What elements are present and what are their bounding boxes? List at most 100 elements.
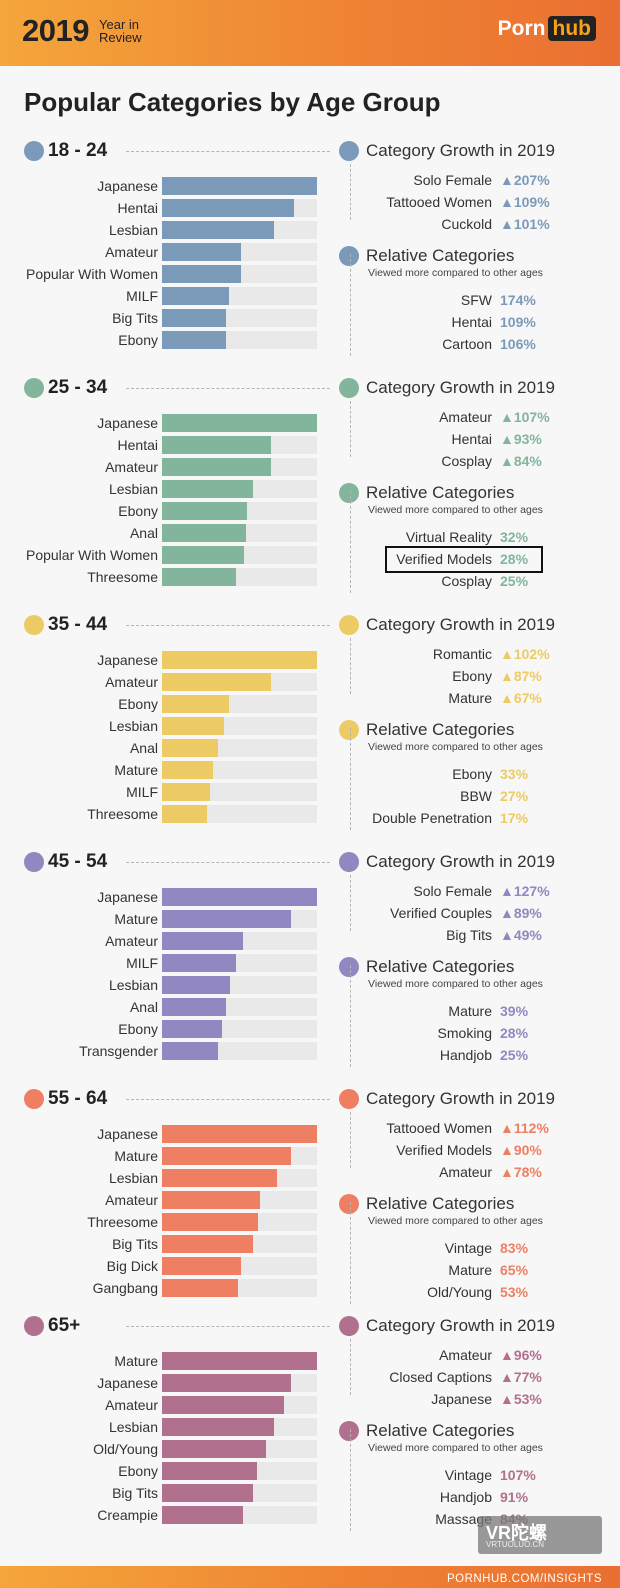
watermark-url: VRTUOLUO.CN <box>486 1540 545 1549</box>
bar-track <box>162 1191 317 1209</box>
bar-label: Popular With Women <box>25 266 158 282</box>
bar <box>162 651 317 669</box>
relative-value: 39% <box>500 1003 529 1019</box>
growth-dot <box>339 141 359 161</box>
growth-name: Closed Captions <box>389 1369 492 1385</box>
age-dot <box>24 852 44 872</box>
bar-track <box>162 1169 317 1187</box>
bar-track <box>162 177 317 195</box>
section-divider <box>126 1326 330 1327</box>
bar-label: Anal <box>129 740 158 756</box>
bar <box>162 458 271 476</box>
footer-bar <box>0 1566 620 1588</box>
relative-dot <box>339 1194 359 1214</box>
bar-label: Big Tits <box>112 310 158 326</box>
bar-label: Mature <box>114 1148 158 1164</box>
bar <box>162 1020 222 1038</box>
growth-name: Verified Models <box>396 1142 492 1158</box>
bar-track <box>162 998 317 1016</box>
bar-label: Lesbian <box>108 481 158 497</box>
bar-label: Anal <box>129 525 158 541</box>
relative-value: 106% <box>500 336 536 352</box>
growth-value: ▲67% <box>500 690 542 706</box>
growth-name: Ebony <box>452 668 492 684</box>
bar <box>162 1042 218 1060</box>
growth-name: Cuckold <box>441 216 492 232</box>
bar-label: Lesbian <box>108 1170 158 1186</box>
growth-value: ▲53% <box>500 1391 542 1407</box>
bar <box>162 480 253 498</box>
bar <box>162 1279 238 1297</box>
bar <box>162 1484 253 1502</box>
bar-label: Amateur <box>105 933 158 949</box>
bar-track <box>162 1440 317 1458</box>
growth-dot <box>339 1089 359 1109</box>
relative-name: SFW <box>460 292 492 308</box>
bar <box>162 331 226 349</box>
bar-track <box>162 805 317 823</box>
bar <box>162 436 271 454</box>
relative-name: BBW <box>460 788 492 804</box>
relative-dot <box>339 246 359 266</box>
bar <box>162 998 226 1016</box>
bar-track <box>162 932 317 950</box>
relative-name: Vintage <box>444 1240 492 1256</box>
bar-track <box>162 331 317 349</box>
bar <box>162 976 230 994</box>
bar-track <box>162 1396 317 1414</box>
bar-label: Threesome <box>87 806 158 822</box>
bar <box>162 673 271 691</box>
growth-divider <box>350 401 351 457</box>
growth-value: ▲49% <box>500 927 542 943</box>
bar-label: Japanese <box>97 889 158 905</box>
bar-track <box>162 546 317 564</box>
bar <box>162 414 317 432</box>
relative-name: Massage <box>435 1511 492 1527</box>
bar-label: Ebony <box>118 696 158 712</box>
bar <box>162 717 224 735</box>
growth-name: Amateur <box>439 409 492 425</box>
bar-label: Mature <box>114 762 158 778</box>
growth-name: Amateur <box>439 1164 492 1180</box>
bar-label: Threesome <box>87 569 158 585</box>
bar <box>162 761 213 779</box>
bar-track <box>162 1147 317 1165</box>
bar <box>162 1374 291 1392</box>
relative-heading: Relative Categories <box>366 957 515 976</box>
bar <box>162 1418 274 1436</box>
relative-subtitle: Viewed more compared to other ages <box>368 741 543 753</box>
bar-track <box>162 910 317 928</box>
bar-track <box>162 1484 317 1502</box>
growth-name: Big Tits <box>446 927 492 943</box>
brand-logo: Porn hub <box>498 16 596 41</box>
relative-subtitle: Viewed more compared to other ages <box>368 1442 543 1454</box>
bar <box>162 1257 241 1275</box>
age-dot <box>24 378 44 398</box>
bar-label: Transgender <box>79 1043 158 1059</box>
bar-track <box>162 265 317 283</box>
growth-value: ▲101% <box>500 216 550 232</box>
growth-value: ▲78% <box>500 1164 542 1180</box>
age-label: 55 - 64 <box>48 1088 108 1109</box>
bar-label: Anal <box>129 999 158 1015</box>
bar <box>162 243 241 261</box>
bar-label: Lesbian <box>108 977 158 993</box>
bar <box>162 783 210 801</box>
relative-heading: Relative Categories <box>366 1421 515 1440</box>
growth-name: Romantic <box>432 646 492 662</box>
bar-label: Big Tits <box>112 1485 158 1501</box>
relative-name: Mature <box>448 1262 492 1278</box>
relative-value: 33% <box>500 766 529 782</box>
relative-divider <box>350 965 351 1067</box>
watermark: VR陀螺 VRTUOLUO.CN <box>478 1516 602 1554</box>
bar-track <box>162 739 317 757</box>
growth-value: ▲93% <box>500 431 542 447</box>
growth-value: ▲207% <box>500 172 550 188</box>
bar-track <box>162 502 317 520</box>
bar <box>162 1352 317 1370</box>
bar <box>162 1462 257 1480</box>
bar-track <box>162 1506 317 1524</box>
relative-value: 17% <box>500 810 529 826</box>
bar-label: Amateur <box>105 1192 158 1208</box>
bar-label: Old/Young <box>93 1441 158 1457</box>
